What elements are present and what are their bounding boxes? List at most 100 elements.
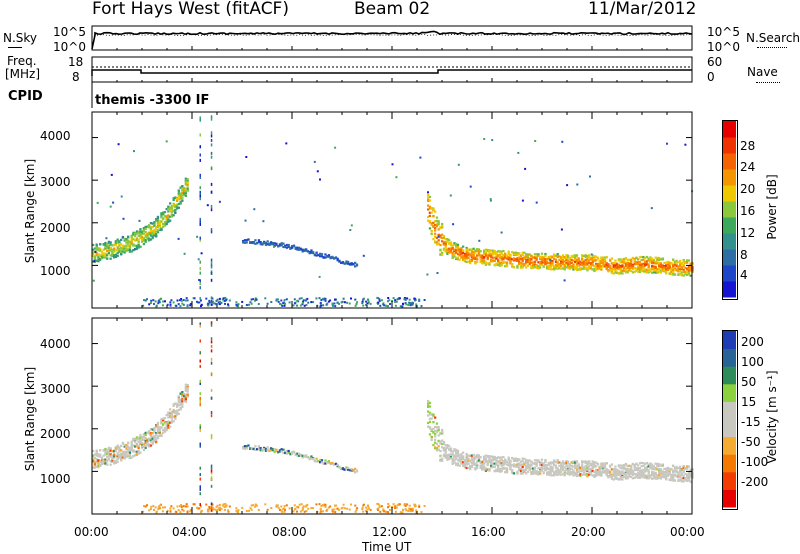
velocity-echo-cell [95, 452, 98, 455]
velocity-echo-cell [640, 475, 643, 478]
power-echo-cell [668, 272, 671, 275]
power-near-range-cell [189, 304, 192, 307]
power-near-range-cell [157, 300, 160, 303]
velocity-echo-cell [434, 446, 437, 449]
power-echo-cell [430, 230, 433, 233]
power-echo-cell [184, 194, 187, 197]
power-echo-cell [120, 246, 123, 249]
power-echo-cell [144, 227, 147, 231]
power-echo-cell [519, 261, 523, 265]
velocity-echo-cell [556, 473, 559, 476]
xtick-0400: 04:00 [172, 525, 207, 539]
velocity-near-range-cell [176, 505, 179, 508]
velocity-echo-cell [135, 438, 139, 441]
velocity-echo-cell [533, 469, 537, 472]
power-echo-cell [498, 251, 502, 254]
power-echo-cell [184, 192, 187, 195]
velocity-echo-cell [270, 447, 273, 450]
power-echo-cell [687, 267, 691, 271]
velocity-echo-cell [479, 466, 482, 470]
velocity-echo-cell [137, 451, 140, 454]
velocity-echo-cell [259, 449, 262, 452]
velocity-echo-cell [455, 462, 458, 465]
velocity-echo-cell [132, 455, 135, 458]
velocity-echo-cell [595, 473, 598, 476]
xtick-0000: 00:00 [74, 525, 109, 539]
velocity-echo-cell [448, 448, 451, 451]
power-echo-cell [176, 199, 179, 202]
power-streak-cell [210, 208, 213, 212]
power-near-range-cell [283, 304, 286, 307]
power-near-range-cell [281, 304, 284, 307]
power-echo-cell [679, 268, 682, 271]
power-echo-cell [312, 252, 315, 255]
power-echo-cell [148, 226, 151, 229]
power-echo-cell [273, 244, 276, 247]
power-echo-cell [586, 269, 589, 272]
velocity-echo-cell [92, 449, 95, 453]
velocity-echo-cell [130, 444, 133, 447]
power-echo-cell [184, 190, 187, 193]
velocity-echo-cell [484, 459, 488, 462]
power-echo-cell [181, 196, 184, 199]
velocity-near-range-cell [415, 511, 418, 514]
velocity-echo-cell [574, 472, 577, 475]
power-echo-cell [441, 236, 444, 240]
power-echo-cell [350, 263, 353, 266]
power-near-range-cell [376, 296, 379, 299]
power-near-range-cell [319, 301, 322, 304]
power-near-range-cell [392, 297, 395, 300]
velocity-echo-cell [167, 426, 170, 429]
velocity-echo-cell [498, 460, 502, 463]
power-echo-cell [134, 233, 137, 236]
power-echo-cell [254, 242, 257, 245]
velocity-echo-cell [491, 458, 495, 461]
power-echo-cell [605, 268, 608, 271]
power-echo-cell [465, 252, 468, 255]
velocity-echo-cell [114, 459, 118, 462]
velocity-echo-cell [93, 461, 97, 464]
power-near-range-cell [403, 297, 406, 299]
velocity-echo-cell [451, 457, 454, 460]
power-isolated-cell [517, 151, 520, 154]
velocity-echo-cell [120, 457, 123, 460]
power-near-range-cell [387, 300, 389, 303]
power-echo-cell [546, 260, 549, 263]
power-echo-cell [149, 234, 153, 237]
velocity-echo-cell [642, 474, 645, 477]
power-echo-cell [158, 222, 161, 225]
power-near-range-cell [383, 304, 386, 307]
power-echo-cell [577, 262, 580, 265]
power-echo-cell [483, 249, 486, 252]
power-streak-cell [199, 286, 201, 290]
velocity-echo-cell [626, 470, 629, 473]
velocity-echo-cell [575, 468, 579, 471]
velocity-near-range-cell [322, 510, 325, 513]
power-echo-cell [109, 243, 112, 246]
power-echo-cell [444, 250, 447, 253]
velocity-echo-cell [141, 437, 144, 440]
power-echo-cell [428, 211, 432, 214]
velocity-near-range-cell [166, 509, 169, 512]
power-echo-cell [148, 237, 151, 240]
power-echo-cell [179, 200, 182, 203]
power-echo-cell [327, 255, 331, 258]
velocity-near-range-cell [179, 505, 181, 508]
power-echo-cell [160, 227, 163, 230]
velocity-echo-cell [469, 460, 472, 463]
power-near-range-cell [279, 302, 281, 305]
power-echo-cell [663, 265, 666, 268]
velocity-echo-cell [121, 442, 125, 445]
power-echo-cell [427, 199, 430, 202]
velocity-near-range-cell [285, 504, 288, 507]
velocity-echo-cell [554, 473, 558, 476]
power-echo-cell [554, 254, 558, 257]
power-isolated-cell [563, 279, 566, 282]
velocity-echo-cell [687, 478, 691, 481]
velocity-echo-cell [554, 466, 558, 469]
power-echo-cell [139, 245, 142, 248]
power-echo-cell [317, 253, 320, 257]
power-echo-cell [603, 256, 607, 259]
velocity-echo-cell [519, 467, 523, 471]
velocity-echo-cell [434, 438, 437, 441]
